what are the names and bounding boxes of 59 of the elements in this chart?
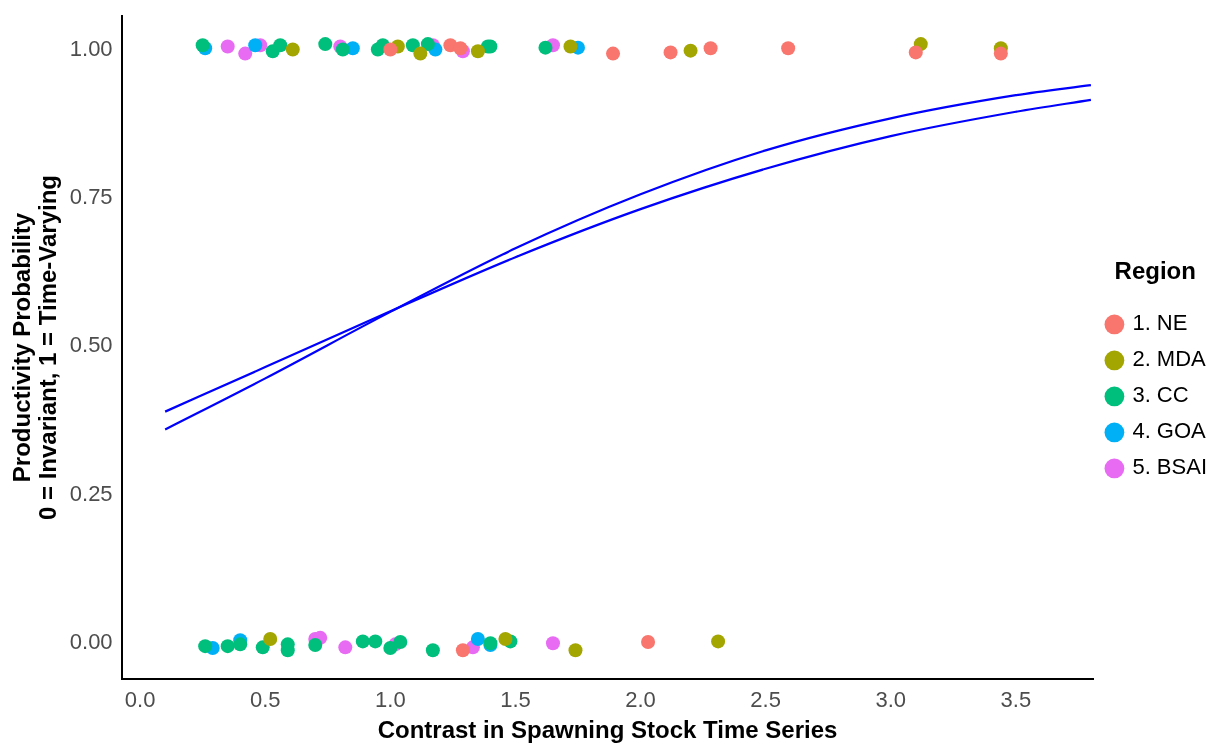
legend-label: 4. GOA bbox=[1132, 418, 1207, 444]
legend-label: 3. CC bbox=[1132, 382, 1189, 408]
x-tick-label: 0.5 bbox=[249, 687, 281, 713]
point bbox=[563, 39, 578, 54]
x-tick-label: 3.5 bbox=[1000, 687, 1032, 713]
point bbox=[470, 44, 485, 59]
point bbox=[538, 40, 553, 55]
point bbox=[908, 45, 923, 60]
point bbox=[545, 636, 560, 651]
point bbox=[248, 38, 263, 53]
y-tick-label: 1.00 bbox=[69, 35, 113, 61]
point bbox=[383, 640, 398, 655]
point bbox=[455, 643, 470, 658]
y-tick-label: 0.00 bbox=[69, 629, 113, 655]
y-tick-label: 0.50 bbox=[69, 332, 113, 358]
point bbox=[318, 37, 333, 52]
x-tick-label: 0.0 bbox=[124, 687, 156, 713]
point bbox=[641, 634, 656, 649]
point bbox=[568, 643, 583, 658]
point bbox=[993, 46, 1008, 61]
legend-label: 2. MDA bbox=[1132, 346, 1207, 372]
x-tick-label: 3.0 bbox=[875, 687, 907, 713]
point bbox=[233, 637, 248, 652]
x-axis-title: Contrast in Spawning Stock Time Series bbox=[377, 716, 838, 744]
point bbox=[383, 42, 398, 57]
y-tick-label: 0.75 bbox=[69, 183, 113, 209]
point bbox=[263, 632, 278, 647]
point bbox=[425, 643, 440, 658]
point bbox=[413, 46, 428, 61]
point bbox=[285, 42, 300, 57]
point bbox=[368, 634, 383, 649]
x-tick-label: 2.5 bbox=[750, 687, 781, 713]
point bbox=[198, 639, 213, 654]
x-tick-label: 2.0 bbox=[625, 687, 656, 713]
point bbox=[420, 37, 435, 52]
point bbox=[781, 41, 796, 56]
point bbox=[711, 634, 726, 649]
point bbox=[220, 39, 235, 54]
point bbox=[238, 46, 253, 61]
y-tick-label: 0.25 bbox=[69, 480, 113, 506]
point bbox=[273, 38, 288, 53]
point bbox=[220, 639, 235, 654]
point bbox=[683, 43, 698, 58]
point bbox=[308, 637, 323, 652]
point bbox=[663, 45, 678, 60]
point bbox=[498, 632, 513, 647]
point bbox=[405, 38, 420, 53]
point bbox=[470, 632, 485, 647]
legend-title: Region bbox=[1114, 257, 1196, 285]
point bbox=[703, 41, 718, 56]
point bbox=[606, 46, 621, 61]
x-tick-label: 1.0 bbox=[375, 687, 406, 713]
point bbox=[338, 640, 353, 655]
x-tick-label: 1.5 bbox=[500, 687, 531, 713]
legend-label: 5. BSAI bbox=[1132, 454, 1207, 480]
legend-label: 1. NE bbox=[1132, 310, 1188, 336]
point bbox=[393, 634, 408, 649]
y-axis-title: Productivity Probability 0 = Invariant, 1 = Time-Varying bbox=[7, 174, 62, 521]
point bbox=[355, 634, 370, 649]
